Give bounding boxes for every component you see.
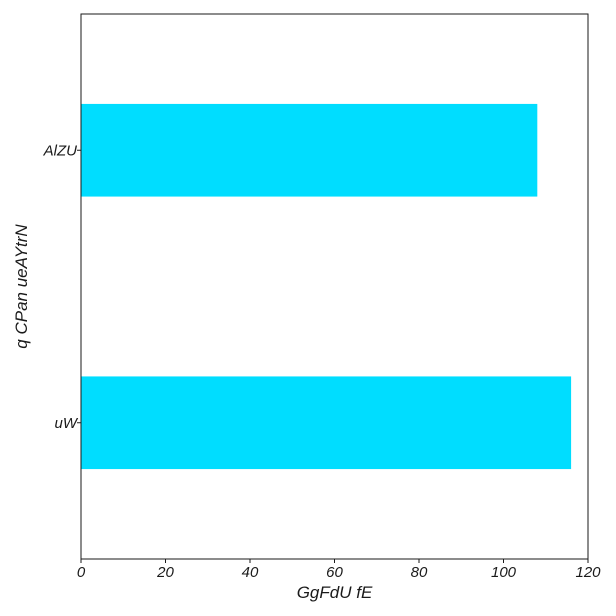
y-axis-ticks: AlZU uW — [43, 142, 81, 432]
x-tick-label-5: 100 — [491, 564, 517, 581]
y-axis-label: q CPan ueAYtrN — [12, 224, 31, 349]
bar-0 — [81, 103, 538, 197]
x-tick-label-0: 0 — [77, 564, 86, 581]
x-tick-label-6: 120 — [575, 564, 601, 581]
y-tick-label-1: uW — [55, 415, 79, 432]
x-tick-label-1: 20 — [156, 564, 174, 581]
bars-group — [81, 103, 572, 470]
x-tick-label-4: 80 — [411, 564, 428, 581]
x-axis-ticks: 0 20 40 60 80 100 120 — [77, 559, 601, 581]
x-tick-label-3: 60 — [326, 564, 343, 581]
x-tick-label-2: 40 — [242, 564, 259, 581]
y-tick-label-0: AlZU — [43, 142, 78, 159]
bar-1 — [81, 376, 572, 470]
x-axis-label: GgFdU fE — [297, 583, 373, 602]
